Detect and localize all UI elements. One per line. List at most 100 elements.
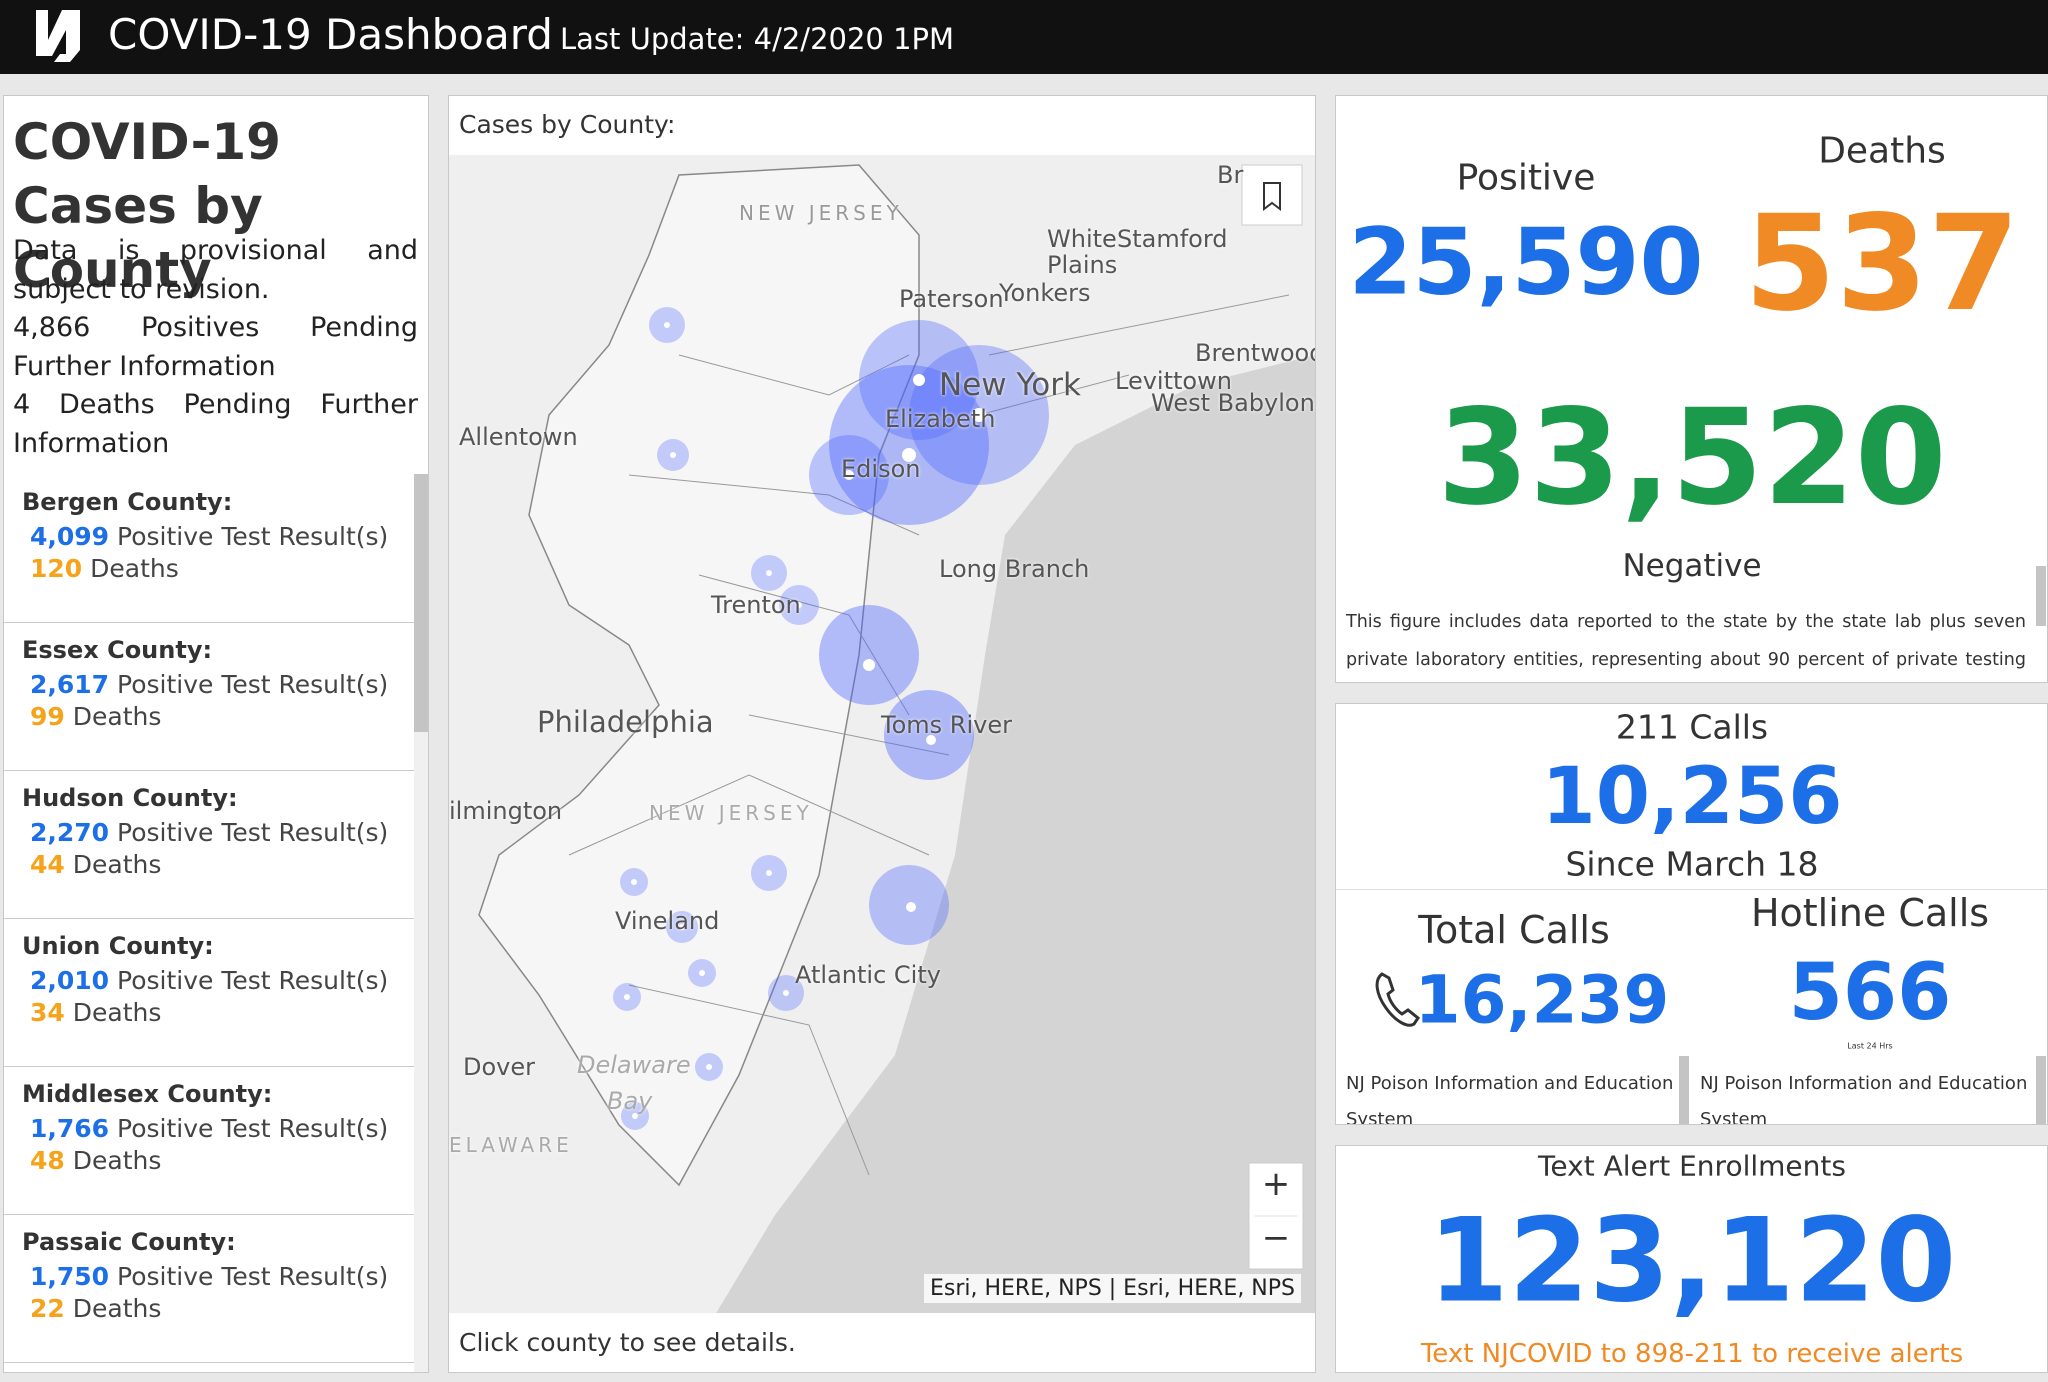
alerts-title: Text Alert Enrollments	[1538, 1149, 1846, 1183]
source: NJ Poison Information and Education Syst…	[1346, 1073, 1674, 1125]
hotline-label: Hotline Calls	[1750, 891, 1990, 935]
place-label: New York	[939, 367, 1081, 403]
source: NJ Poison Information and Education Syst…	[1700, 1073, 2028, 1125]
deaths-label: Deaths	[72, 1294, 162, 1323]
county-name: Hudson County:	[22, 784, 238, 812]
county-card: Bergen County: 4,099 Positive Test Result…	[4, 474, 414, 623]
scrollbar	[1679, 1056, 1689, 1124]
total-calls-value: 16,239	[1414, 961, 1670, 1039]
place-label: Toms River	[881, 711, 1012, 739]
positives-row: 2,617 Positive Test Result(s)	[30, 670, 388, 699]
note: This figure includes data reported to th…	[1346, 612, 2026, 670]
positive-value: 25,590	[1348, 208, 1704, 316]
deaths-row: 48 Deaths	[30, 1146, 161, 1175]
hotline-note: Last 24 Hrs	[1847, 1041, 1893, 1051]
logo	[30, 10, 80, 62]
title-line: Cases by County	[13, 177, 263, 299]
positives: 2,270	[30, 818, 110, 847]
positive-label: Positive Test Result(s)	[117, 670, 389, 699]
positives: 1,750	[30, 1262, 110, 1291]
place-label: Delaware	[577, 1051, 691, 1079]
last-update: Last Update: 4/2/2020 1PM	[560, 22, 955, 56]
positive-label: Positive Test Result(s)	[117, 1114, 389, 1143]
deaths-row: 44 Deaths	[30, 850, 161, 879]
deaths-row: 22 Deaths	[30, 1294, 161, 1323]
county-name: Passaic County:	[22, 1228, 236, 1256]
alerts-panel: Text Alert Enrollments 123,120 Text NJCO…	[1335, 1145, 2048, 1373]
place-label: Stamford	[1117, 225, 1228, 253]
attribution: Esri, HERE, NPS | Esri, HERE, NPS	[923, 1274, 1301, 1303]
deaths: 99	[30, 702, 65, 731]
place-label: Br	[1217, 161, 1244, 189]
map-shapes	[449, 155, 1315, 1313]
county-name: Bergen County:	[22, 488, 233, 516]
county-name: Union County:	[22, 932, 214, 960]
deaths-row: 120 Deaths	[30, 554, 179, 583]
county-card: Essex County: 2,617 Positive Test Result(…	[4, 622, 414, 771]
positives: 4,099	[30, 522, 110, 551]
place-label: Levittown	[1115, 367, 1232, 395]
place-label: Allentown	[459, 423, 578, 451]
negative-label: Negative	[1622, 548, 1762, 584]
calls-title: 211 Calls	[1615, 707, 1769, 747]
place-label: Dover	[463, 1053, 535, 1081]
positives: 1,766	[30, 1114, 110, 1143]
positives-row: 2,270 Positive Test Result(s)	[30, 818, 388, 847]
deaths-row: 99 Deaths	[30, 702, 161, 731]
positives-row: 4,099 Positive Test Result(s)	[30, 522, 388, 551]
place-label: Yonkers	[999, 279, 1091, 307]
place-label: ilmington	[449, 797, 563, 825]
deaths-label: Deaths	[72, 998, 162, 1027]
deaths-label: Deaths	[1818, 130, 1946, 172]
negative-value: 33,520	[1437, 381, 1947, 535]
calls-since: Since March 18	[1565, 844, 1819, 884]
county-card: Middlesex County: 1,766 Positive Test Res…	[4, 1066, 414, 1215]
note: 4,866 Positives Pending Further Informat…	[13, 312, 418, 382]
deaths: 34	[30, 998, 65, 1027]
alerts-value: 123,120	[1427, 1193, 1957, 1329]
place-label: Edison	[841, 455, 921, 483]
place-label: Long Branch	[939, 555, 1090, 583]
cases-panel: COVID-19 Cases by County Data is provisio…	[3, 95, 429, 1373]
place-label: Vineland	[615, 907, 720, 935]
positive-label: Positive Test Result(s)	[117, 966, 389, 995]
place-label: Atlantic City	[795, 961, 941, 989]
total-calls-label: Total Calls	[1418, 908, 1610, 952]
county-name: Essex County:	[22, 636, 213, 664]
place-label: NEW JERSEY	[739, 201, 903, 225]
positive-label: Positive	[1456, 157, 1596, 199]
place-label: Brentwood	[1195, 339, 1315, 367]
deaths: 22	[30, 1294, 65, 1323]
deaths-label: Deaths	[72, 702, 162, 731]
note: Data is provisional and subject to revis…	[13, 235, 418, 305]
deaths-label: Deaths	[90, 554, 179, 583]
calls-panel: 211 Calls 10,256 Since March 18 Total Ca…	[1335, 703, 2048, 1125]
positive-label: Positive Test Result(s)	[117, 1262, 389, 1291]
zoom-out[interactable]: −	[1261, 1218, 1291, 1258]
deaths-row: 34 Deaths	[30, 998, 161, 1027]
scrollbar	[2036, 566, 2046, 626]
positives-row: 2,010 Positive Test Result(s)	[30, 966, 388, 995]
county-card: Hudson County: 2,270 Positive Test Result…	[4, 770, 414, 919]
place-label: NEW JERSEY	[649, 801, 813, 825]
header-title: COVID-19 Dashboard	[108, 10, 553, 59]
place-label: White	[1047, 225, 1117, 253]
totals-panel: Positive 25,590 Deaths 537 33,520 Negati…	[1335, 95, 2048, 683]
map: NEW JERSEY White Stamford Plains Paterso…	[449, 155, 1315, 1313]
positives-row: 1,750 Positive Test Result(s)	[30, 1262, 388, 1291]
scrollbar	[414, 474, 428, 1372]
positives: 2,010	[30, 966, 110, 995]
hotline-value: 566	[1788, 948, 1952, 1038]
county-name: Middlesex County:	[22, 1080, 273, 1108]
place-label: Bay	[607, 1087, 653, 1115]
deaths: 44	[30, 850, 65, 879]
heat-glows	[613, 307, 1049, 1130]
title-line: COVID-19	[13, 113, 281, 171]
divider	[1336, 889, 2047, 890]
map-title: Cases by County:	[459, 110, 676, 139]
county-list: Bergen County: 4,099 Positive Test Result…	[4, 474, 428, 1372]
place-label: Trenton	[711, 591, 801, 619]
zoom-in[interactable]: +	[1261, 1164, 1291, 1204]
map-panel: Cases by County: NEW JERSEY White Stamfo…	[448, 95, 1316, 1373]
positive-label: Positive Test Result(s)	[117, 522, 389, 551]
